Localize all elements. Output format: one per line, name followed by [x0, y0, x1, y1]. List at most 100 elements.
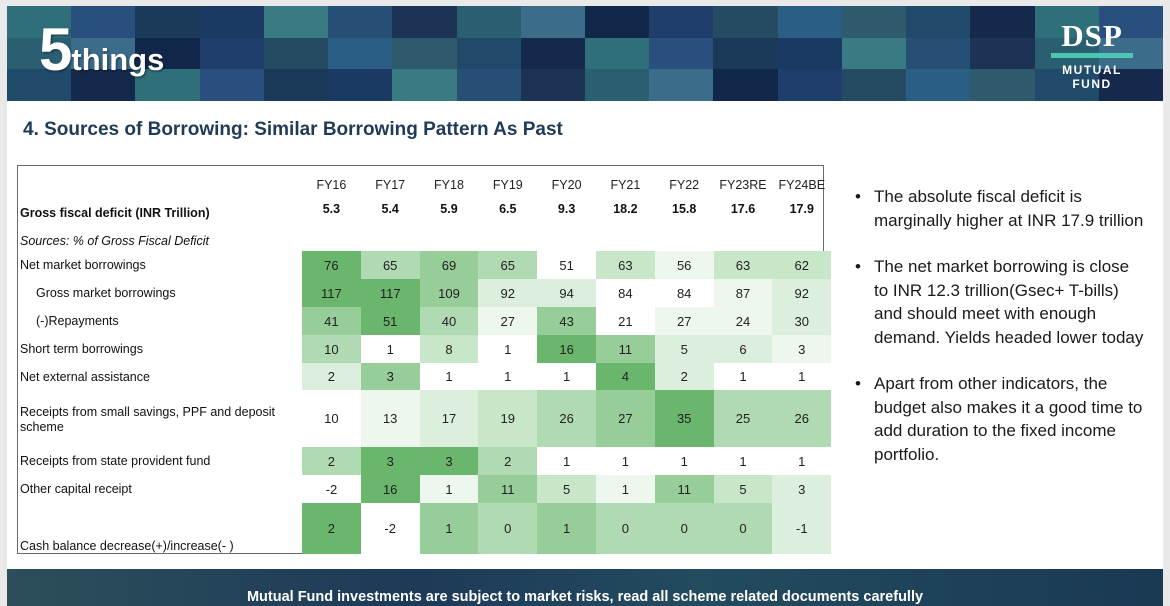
- deficit-value: 5.3: [322, 202, 341, 216]
- year-header: FY20: [551, 178, 582, 192]
- banner-tile: [520, 37, 585, 70]
- brand-5things-logo: 5things: [39, 20, 164, 80]
- banner-tile: [841, 6, 907, 38]
- table-cell: 117: [360, 279, 420, 307]
- table-cell: 3: [772, 335, 832, 363]
- row-label: Gross market borrowings: [36, 286, 176, 300]
- banner-tile: [328, 69, 393, 101]
- table-cell: 1: [713, 447, 773, 475]
- table-cell: 27: [596, 390, 655, 447]
- row-label: Short term borrowings: [20, 342, 143, 356]
- table-cell: 84: [596, 279, 655, 307]
- banner-tile: [7, 6, 72, 38]
- table-cell: 11: [654, 475, 714, 503]
- table-cell: 1: [419, 503, 479, 554]
- slide: 5things DSP MUTUAL FUND 4. Sources of Bo…: [7, 6, 1163, 606]
- banner-tile: [906, 6, 971, 38]
- banner-tile: [777, 6, 842, 38]
- deficit-value: 18.2: [613, 202, 638, 216]
- banner-tile: [135, 69, 200, 101]
- table-cell: 1: [713, 363, 773, 390]
- table-cell: 92: [478, 279, 538, 307]
- row-label: (-)Repayments: [36, 314, 119, 328]
- table-cell: 27: [654, 307, 714, 335]
- banner-tile: [71, 6, 136, 38]
- table-cell: 0: [596, 503, 655, 554]
- table-cell: 51: [537, 251, 596, 279]
- banner-tile: [970, 69, 1035, 101]
- dsp-logo: DSP MUTUAL FUND: [1051, 20, 1133, 91]
- table-cell: 1: [360, 335, 420, 363]
- deficit-value: 6.5: [499, 202, 517, 216]
- banner-tile: [199, 69, 264, 101]
- banner-tile: [713, 37, 778, 70]
- table-cell: 30: [772, 307, 832, 335]
- row-label: Cash balance decrease(+)/increase(- ): [20, 539, 234, 553]
- banner-tile: [713, 6, 778, 38]
- row-label: Other capital receipt: [20, 482, 132, 496]
- year-header: FY21: [610, 178, 641, 192]
- year-header: FY23RE: [719, 178, 767, 192]
- banner-tile: [584, 69, 650, 101]
- dsp-logo-name: DSP: [1061, 18, 1123, 53]
- table-cell: 5: [713, 475, 773, 503]
- banner-tile: [1034, 69, 1099, 101]
- banner-tile: [199, 37, 264, 70]
- table-cell: 24: [713, 307, 773, 335]
- banner-tile: [713, 69, 778, 101]
- banner-tile: [135, 37, 200, 70]
- banner-tile: [906, 37, 971, 70]
- table-cell: 63: [713, 251, 773, 279]
- table-cell: 19: [478, 390, 538, 447]
- brand-number: 5: [39, 16, 72, 83]
- table-cell: 5: [654, 335, 714, 363]
- table-cell: 10: [302, 390, 361, 447]
- table-cell: 2: [302, 503, 361, 554]
- table-cell: 1: [654, 447, 714, 475]
- header-banner: [7, 6, 1163, 101]
- sources-label: Sources: % of Gross Fiscal Deficit: [20, 234, 209, 248]
- page-title: 4. Sources of Borrowing: Similar Borrowi…: [23, 119, 563, 140]
- bullet-text: The absolute fiscal deficit is marginall…: [874, 187, 1144, 230]
- table-cell: 56: [654, 251, 714, 279]
- bullet-text: The net market borrowing is close to INR…: [874, 257, 1144, 347]
- footer: Mutual Fund investments are subject to m…: [7, 569, 1163, 606]
- borrowing-table: FY16 FY17 FY18 FY19 FY20 FY21 FY22 FY23RE FY24BE…: [17, 165, 832, 554]
- table-cell: 84: [654, 279, 714, 307]
- table-cell: 35: [654, 390, 714, 447]
- table-cell: 1: [537, 363, 596, 390]
- table-cell: 2: [302, 363, 361, 390]
- banner-tile: [649, 6, 714, 38]
- dsp-logo-bar: [1051, 53, 1133, 58]
- bullet-item: • The absolute fiscal deficit is marginal…: [847, 185, 1147, 232]
- table-cell: 16: [360, 475, 420, 503]
- banner-tile: [841, 69, 907, 101]
- dsp-logo-subtitle: MUTUAL FUND: [1062, 63, 1122, 91]
- bullet-list: • The absolute fiscal deficit is marginal…: [847, 185, 1147, 489]
- table-cell: 5: [537, 475, 596, 503]
- bullet-dot-icon: •: [855, 257, 861, 276]
- table-cell: 43: [537, 307, 596, 335]
- banner-tile: [7, 69, 72, 101]
- table-cell: 87: [713, 279, 773, 307]
- footer-disclaimer: Mutual Fund investments are subject to m…: [246, 589, 924, 605]
- table-cell: 1: [419, 475, 479, 503]
- table-cell: 26: [537, 390, 596, 447]
- banner-tile: [970, 37, 1035, 70]
- banner-tile: [1098, 69, 1163, 101]
- banner-tile: [456, 69, 521, 101]
- deficit-value: 17.6: [730, 202, 756, 216]
- table-cell: 1: [596, 447, 655, 475]
- bullet-item: • The net market borrowing is close to IN…: [847, 255, 1147, 349]
- table-cell: 69: [419, 251, 479, 279]
- table-cell: 51: [360, 307, 420, 335]
- table-cell: 1: [537, 447, 596, 475]
- banner-tile: [841, 37, 907, 70]
- banner-tile: [392, 69, 457, 101]
- table-cell: 76: [302, 251, 361, 279]
- year-header: FY18: [434, 178, 464, 192]
- table-cell: -2: [360, 503, 420, 554]
- banner-tile: [1098, 6, 1163, 38]
- table-cell: 2: [302, 447, 361, 475]
- table-cell: 65: [478, 251, 538, 279]
